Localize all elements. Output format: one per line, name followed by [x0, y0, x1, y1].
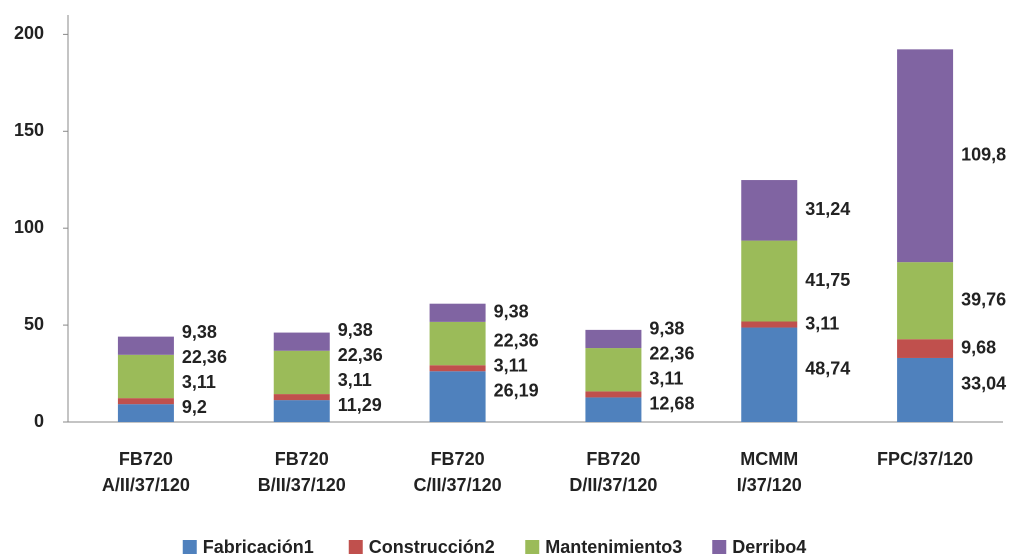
data-label: 3,11: [182, 372, 216, 392]
bar-segment: [429, 303, 486, 322]
bar-segment: [741, 180, 798, 241]
bar-segment: [897, 339, 954, 358]
y-tick-label: 100: [14, 217, 44, 237]
bar-segment: [273, 400, 330, 422]
legend-label: Derribo4: [732, 537, 806, 556]
data-label: 109,8: [961, 144, 1006, 164]
data-label: 22,36: [338, 345, 383, 365]
x-tick-label: FB720: [431, 449, 485, 469]
y-tick-label: 200: [14, 23, 44, 43]
bar-segment: [585, 348, 642, 392]
legend-label: Construcción2: [369, 537, 495, 556]
x-tick-label: D/II/37/120: [569, 475, 657, 495]
y-tick-label: 0: [34, 411, 44, 431]
legend-swatch: [182, 540, 197, 554]
bar-segment: [273, 394, 330, 401]
legend-label: Mantenimiento3: [545, 537, 682, 556]
data-label: 48,74: [805, 359, 850, 379]
x-tick-label: A/II/37/120: [102, 475, 190, 495]
x-tick-label: MCMM: [740, 449, 798, 469]
legend-label: Fabricación1: [203, 537, 314, 556]
x-tick-label: B/II/37/120: [258, 475, 346, 495]
x-tick-label: C/II/37/120: [414, 475, 502, 495]
data-label: 31,24: [805, 199, 850, 219]
data-label: 22,36: [182, 347, 227, 367]
bar-segment: [741, 321, 798, 328]
data-label: 3,11: [649, 368, 683, 388]
data-label: 11,29: [338, 395, 382, 415]
bar-segment: [117, 354, 174, 399]
bar-segment: [897, 262, 954, 340]
bar-segment: [741, 327, 798, 422]
bar-segment: [741, 240, 798, 322]
bar-segment: [585, 397, 642, 422]
legend-swatch: [348, 540, 363, 554]
bar-segment: [897, 357, 954, 422]
x-tick-label: FB720: [586, 449, 640, 469]
data-label: 26,19: [494, 380, 539, 400]
data-label: 9,38: [494, 302, 529, 322]
data-label: 3,11: [338, 370, 372, 390]
data-label: 22,36: [494, 330, 539, 350]
bar-segment: [429, 365, 486, 372]
data-label: 41,75: [805, 270, 850, 290]
data-label: 39,76: [961, 289, 1006, 309]
legend-swatch: [712, 540, 727, 554]
bar-segment: [117, 336, 174, 355]
data-label: 22,36: [649, 343, 694, 363]
data-label: 9,38: [649, 318, 684, 338]
bar-segment: [117, 398, 174, 405]
data-label: 9,2: [182, 397, 207, 417]
bar-segment: [429, 371, 486, 422]
bar-segment: [117, 404, 174, 422]
legend-swatch: [525, 540, 540, 554]
x-tick-label: I/37/120: [737, 475, 802, 495]
y-tick-label: 50: [24, 314, 44, 334]
x-tick-label: FPC/37/120: [877, 449, 973, 469]
bar-segment: [429, 321, 486, 366]
bar-segment: [585, 329, 642, 349]
data-label: 9,38: [338, 320, 373, 340]
data-label: 9,68: [961, 337, 996, 357]
bar-segment: [273, 350, 330, 395]
y-tick-label: 150: [14, 120, 44, 140]
data-label: 12,68: [649, 393, 694, 413]
bar-segment: [273, 332, 330, 351]
bar-segment: [585, 391, 642, 398]
data-label: 3,11: [494, 355, 528, 375]
data-label: 3,11: [805, 313, 839, 333]
x-tick-label: FB720: [119, 449, 173, 469]
data-label: 9,38: [182, 322, 217, 342]
data-label: 33,04: [961, 374, 1006, 394]
x-tick-label: FB720: [275, 449, 329, 469]
bar-segment: [897, 49, 954, 263]
